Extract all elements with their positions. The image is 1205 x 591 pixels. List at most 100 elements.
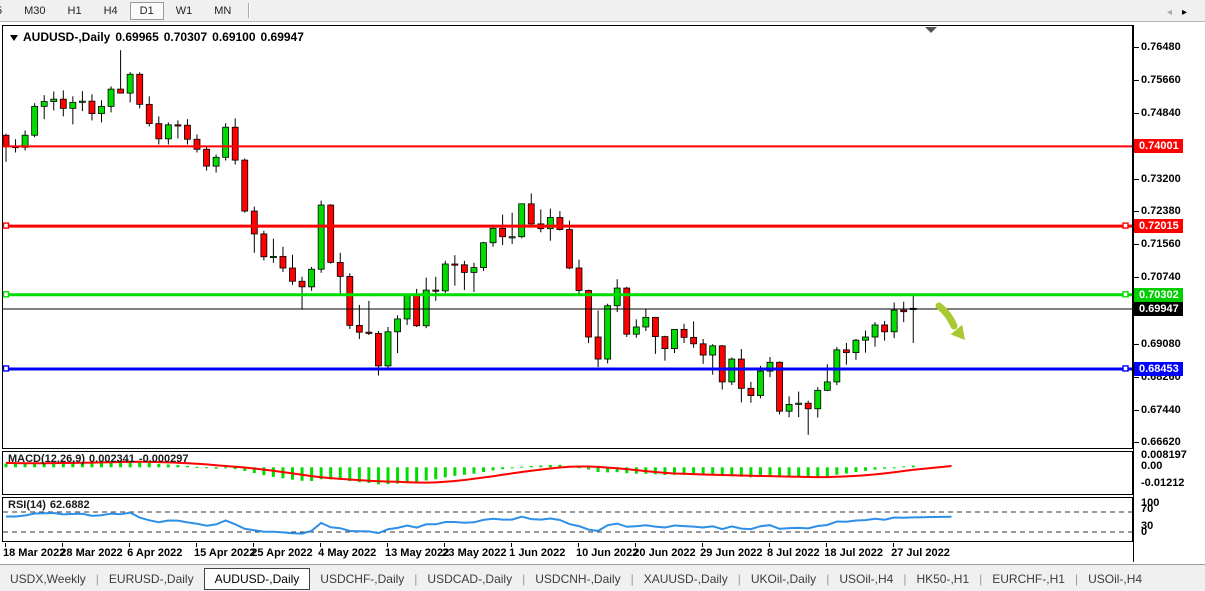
tab-scroll-arrows: ◂▸ <box>1167 7 1197 18</box>
candle-bear <box>451 263 459 266</box>
chart-tab-ukoil-daily[interactable]: UKOil-,Daily <box>750 571 817 586</box>
rsi-panel[interactable]: RSI(14) 62.6882 <box>2 497 1133 542</box>
chart-tab-audusd-daily[interactable]: AUDUSD-,Daily <box>203 567 311 590</box>
timeframe-button-w1[interactable]: W1 <box>175 4 193 17</box>
candle-bear <box>3 134 10 147</box>
timeframe-button-h4[interactable]: H4 <box>103 4 118 17</box>
hline-right-handle[interactable] <box>1122 365 1129 372</box>
macd-bar <box>138 461 142 468</box>
candle-bear <box>117 88 124 94</box>
candle-bear <box>203 148 210 167</box>
time-tick-mark <box>444 543 446 547</box>
rsi-chart[interactable] <box>3 498 1132 541</box>
timeframe-button-h1[interactable]: H1 <box>67 4 82 17</box>
macd-bar <box>864 467 867 471</box>
time-tick-label: 29 Jun 2022 <box>700 547 763 559</box>
chart-tab-usdx-weekly[interactable]: USDX,Weekly <box>10 571 86 586</box>
hline-0.70302[interactable] <box>3 291 1132 298</box>
macd-bar <box>911 465 915 468</box>
candle-bull <box>814 389 822 410</box>
timeframe-button-mn[interactable]: MN <box>214 4 232 17</box>
timeframe-button-m30[interactable]: M30 <box>24 4 46 17</box>
candle-bull <box>613 287 621 307</box>
price-tick-mark <box>1134 211 1139 213</box>
time-tick-mark <box>196 543 197 547</box>
tab-separator: | <box>95 571 99 586</box>
macd-bar <box>52 462 56 468</box>
timeframe-button-5[interactable]: 5 <box>0 2 12 20</box>
time-tick-label: 13 May 2022 <box>385 547 450 559</box>
chart-tab-xauusd-daily[interactable]: XAUUSD-,Daily <box>643 571 728 586</box>
candle-bull <box>489 227 497 244</box>
ohlc-low: 0.69100 <box>212 30 256 44</box>
timeframe-toolbar: 5 M30 H1 H4 D1 W1 MN <box>0 0 1205 22</box>
tab-scroll-left-icon[interactable]: ◂ <box>1166 7 1182 18</box>
macd-bar <box>873 467 877 470</box>
macd-axis-label: 0.00 <box>1141 460 1163 472</box>
candle-bull <box>766 361 774 372</box>
hline-0.72015[interactable] <box>3 222 1132 229</box>
hline-right-handle[interactable] <box>1122 222 1129 229</box>
symbol-dropdown-icon[interactable] <box>10 34 18 41</box>
hline-right-handle[interactable] <box>1122 291 1129 298</box>
chart-tab-usdcad-daily[interactable]: USDCAD-,Daily <box>427 571 513 586</box>
hline-left-handle[interactable] <box>3 365 10 372</box>
candlestick-chart[interactable] <box>3 26 1132 448</box>
candle-bear <box>260 233 268 258</box>
chart-shift-marker-icon[interactable] <box>925 27 937 33</box>
chart-tab-usdcnh-daily[interactable]: USDCNH-,Daily <box>535 571 621 586</box>
chart-tab-usdchf-daily[interactable]: USDCHF-,Daily <box>320 571 405 586</box>
candle-bull <box>604 305 612 360</box>
hline-0.68453[interactable] <box>3 365 1132 372</box>
candle-bull <box>642 316 650 328</box>
macd-bar <box>520 466 524 468</box>
macd-bar <box>233 467 237 470</box>
chart-symbol-period: AUDUSD-,Daily <box>23 30 111 44</box>
macd-bar <box>806 467 810 478</box>
macd-bar <box>682 467 686 475</box>
price-tick-label: 0.66620 <box>1141 436 1181 449</box>
macd-bar <box>835 467 839 475</box>
macd-bar <box>491 467 495 471</box>
trend-arrow-shaft[interactable] <box>935 302 958 330</box>
macd-bar <box>720 467 724 477</box>
macd-bar <box>415 467 419 482</box>
macd-panel[interactable]: MACD(12,26,9) 0.002341 -0.000297 <box>2 451 1133 495</box>
macd-name: MACD(12,26,9) <box>8 453 86 465</box>
chart-tab-eurusd-daily[interactable]: EURUSD-,Daily <box>108 571 194 586</box>
macd-chart[interactable] <box>3 452 1132 494</box>
trend-arrow[interactable] <box>935 302 965 340</box>
time-tick-mark <box>635 543 637 547</box>
macd-bar <box>825 467 829 477</box>
macd-bar <box>902 466 906 468</box>
chart-ohlc-title: AUDUSD-,Daily 0.69965 0.70307 0.69100 0.6994… <box>10 30 309 44</box>
trend-arrow-head[interactable] <box>950 324 965 340</box>
candle-bear <box>375 332 382 367</box>
candle-bear <box>250 210 258 235</box>
chart-tab-eurchf-h1[interactable]: EURCHF-,H1 <box>992 571 1065 586</box>
timeframe-button-d1[interactable]: D1 <box>129 1 164 20</box>
macd-bar <box>768 467 772 477</box>
hline-left-handle[interactable] <box>3 291 10 298</box>
candle-bear <box>776 361 783 412</box>
chart-tab-usoil-h4[interactable]: USOil-,H4 <box>1088 571 1143 586</box>
candle-bull <box>728 358 736 383</box>
time-tick-label: 1 Jun 2022 <box>509 547 566 559</box>
candle-bear <box>652 316 659 337</box>
chart-tab-usoil-h4[interactable]: USOil-,H4 <box>839 571 894 586</box>
price-tick-label: 0.67440 <box>1141 403 1181 416</box>
macd-bar <box>625 467 629 474</box>
macd-bar <box>348 467 352 482</box>
time-tick-label: 6 Apr 2022 <box>127 547 183 559</box>
chart-tab-hk50-h1[interactable]: HK50-,H1 <box>916 571 970 586</box>
price-chart-panel[interactable]: AUDUSD-,Daily 0.69965 0.70307 0.69100 0.6994… <box>2 25 1133 449</box>
macd-bar <box>510 467 514 469</box>
price-tick-label: 0.76480 <box>1141 41 1181 53</box>
price-tick-mark <box>1134 409 1139 411</box>
time-tick-label: 25 Apr 2022 <box>251 547 313 559</box>
hline-left-handle[interactable] <box>3 222 10 229</box>
macd-bar <box>692 467 696 476</box>
macd-bar <box>587 467 591 470</box>
tab-scroll-right-icon[interactable]: ▸ <box>1181 7 1197 18</box>
macd-signal-line <box>5 460 952 484</box>
